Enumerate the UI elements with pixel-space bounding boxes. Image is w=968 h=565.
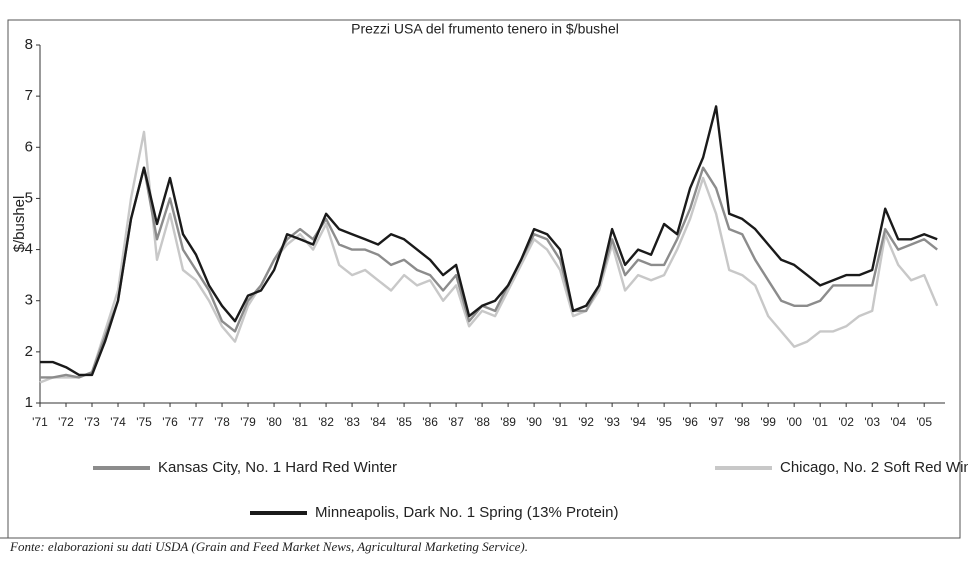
- x-tick-label: '72: [58, 415, 74, 429]
- x-tick-label: '92: [578, 415, 594, 429]
- x-tick-label: '85: [396, 415, 412, 429]
- y-tick-label: 3: [25, 292, 33, 309]
- x-tick-label: '98: [734, 415, 750, 429]
- x-tick-label: '93: [604, 415, 620, 429]
- x-tick-label: '78: [214, 415, 230, 429]
- x-tick-label: '74: [110, 415, 126, 429]
- x-tick-label: '00: [786, 415, 802, 429]
- legend-label: Chicago, No. 2 Soft Red Winter: [780, 459, 968, 476]
- y-tick-label: 7: [25, 87, 33, 104]
- y-tick-label: 5: [25, 189, 33, 206]
- x-tick-label: '77: [188, 415, 204, 429]
- x-tick-label: '76: [162, 415, 178, 429]
- x-tick-label: '88: [474, 415, 490, 429]
- x-tick-label: '82: [318, 415, 334, 429]
- chart-title: Prezzi USA del frumento tenero in $/bush…: [351, 21, 619, 37]
- y-tick-label: 4: [25, 241, 33, 258]
- x-tick-label: '86: [422, 415, 438, 429]
- y-tick-label: 2: [25, 343, 33, 360]
- series-line: [40, 105, 938, 377]
- x-tick-label: '83: [344, 415, 360, 429]
- x-tick-label: '84: [370, 415, 386, 429]
- x-tick-label: '89: [500, 415, 516, 429]
- x-tick-label: '79: [240, 415, 256, 429]
- series-line: [40, 166, 938, 379]
- y-tick-label: 6: [25, 138, 33, 155]
- x-tick-label: '75: [136, 415, 152, 429]
- x-tick-label: '94: [630, 415, 646, 429]
- frame: [7, 19, 961, 539]
- x-tick-label: '02: [838, 415, 854, 429]
- y-tick-label: 8: [25, 36, 33, 53]
- y-tick-label: 1: [25, 394, 33, 411]
- x-tick-label: '05: [916, 415, 932, 429]
- source-note: Fonte: elaborazioni su dati USDA (Grain …: [9, 539, 528, 554]
- x-tick-label: '97: [708, 415, 724, 429]
- x-tick-label: '01: [812, 415, 828, 429]
- x-tick-label: '87: [448, 415, 464, 429]
- legend-label: Kansas City, No. 1 Hard Red Winter: [158, 459, 397, 476]
- x-tick-label: '03: [864, 415, 880, 429]
- series-line: [39, 130, 939, 384]
- x-tick-label: '96: [682, 415, 698, 429]
- x-tick-label: '80: [266, 415, 282, 429]
- x-tick-label: '99: [760, 415, 776, 429]
- x-tick-label: '81: [292, 415, 308, 429]
- x-tick-label: '73: [84, 415, 100, 429]
- x-tick-label: '04: [890, 415, 906, 429]
- x-tick-label: '91: [552, 415, 568, 429]
- x-tick-label: '90: [526, 415, 542, 429]
- x-tick-label: '71: [32, 415, 48, 429]
- x-tick-label: '95: [656, 415, 672, 429]
- y-axis-label: $/bushel: [11, 196, 28, 253]
- legend-label: Minneapolis, Dark No. 1 Spring (13% Prot…: [315, 504, 618, 521]
